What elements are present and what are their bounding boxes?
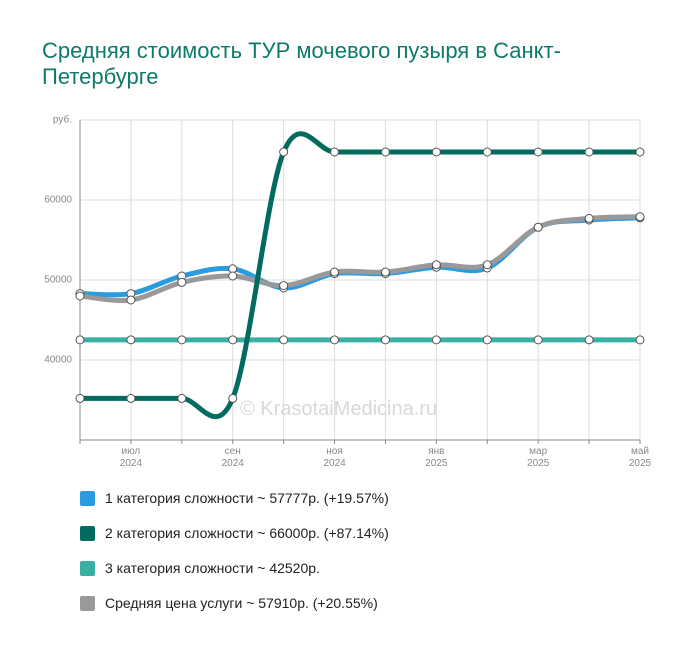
point (126, 335, 136, 345)
point (482, 260, 492, 270)
x-tick-label: мар 2025 (527, 446, 550, 469)
y-tick-label: 50000 (44, 275, 72, 286)
legend-swatch (80, 490, 95, 506)
point (431, 147, 441, 157)
y-tick-label: 60000 (44, 195, 72, 206)
legend-item: 3 категория сложности ~ 42520р. (80, 558, 320, 578)
series-line (77, 214, 643, 304)
point (584, 213, 594, 223)
point (584, 335, 594, 345)
chart-title: Средняя стоимость ТУР мочевого пузыря в … (42, 38, 561, 89)
x-tick-label: ноя 2024 (323, 446, 346, 469)
point (126, 393, 136, 403)
point (279, 147, 289, 157)
point (279, 335, 289, 345)
point (228, 271, 238, 281)
point (482, 335, 492, 345)
watermark: © KrasotaiMedicina.ru (240, 398, 438, 420)
x-tick-label: янв 2025 (425, 446, 448, 469)
point (228, 393, 238, 403)
x-tick-label: июл 2024 (119, 446, 143, 469)
point (533, 147, 543, 157)
legend-swatch (80, 525, 95, 541)
point (431, 260, 441, 270)
point (330, 267, 340, 277)
point (482, 147, 492, 157)
point (584, 147, 594, 157)
legend-swatch (80, 595, 95, 611)
point (330, 147, 340, 157)
point (380, 335, 390, 345)
legend-label: 3 категория сложности ~ 42520р. (105, 560, 320, 576)
y-tick-label: 40000 (44, 355, 72, 366)
point (75, 291, 85, 301)
point (533, 335, 543, 345)
x-tick-label: сен 2024 (221, 446, 244, 469)
point (635, 335, 645, 345)
point (431, 335, 441, 345)
series-line (77, 215, 643, 298)
point (380, 147, 390, 157)
legend-item: Средняя цена услуги ~ 57910р. (+20.55%) (80, 593, 378, 613)
point (75, 335, 85, 345)
legend-label: 2 категория сложности ~ 66000р. (+87.14%… (105, 525, 389, 541)
x-tick-label: май 2025 (628, 446, 652, 469)
y-tick-label: руб. (53, 114, 72, 126)
point (75, 393, 85, 403)
point (126, 295, 136, 305)
point (177, 277, 187, 287)
point (330, 335, 340, 345)
legend-item: 2 категория сложности ~ 66000р. (+87.14%… (80, 523, 389, 543)
point (279, 281, 289, 291)
point (533, 222, 543, 232)
legend-label: 1 категория сложности ~ 57777р. (+19.57%… (105, 490, 389, 506)
point (635, 212, 645, 222)
point (177, 393, 187, 403)
point (380, 267, 390, 277)
point (228, 335, 238, 345)
point (177, 335, 187, 345)
point (635, 147, 645, 157)
legend-label: Средняя цена услуги ~ 57910р. (+20.55%) (105, 595, 378, 611)
legend-item: 1 категория сложности ~ 57777р. (+19.57%… (80, 488, 389, 508)
legend-swatch (80, 560, 95, 576)
